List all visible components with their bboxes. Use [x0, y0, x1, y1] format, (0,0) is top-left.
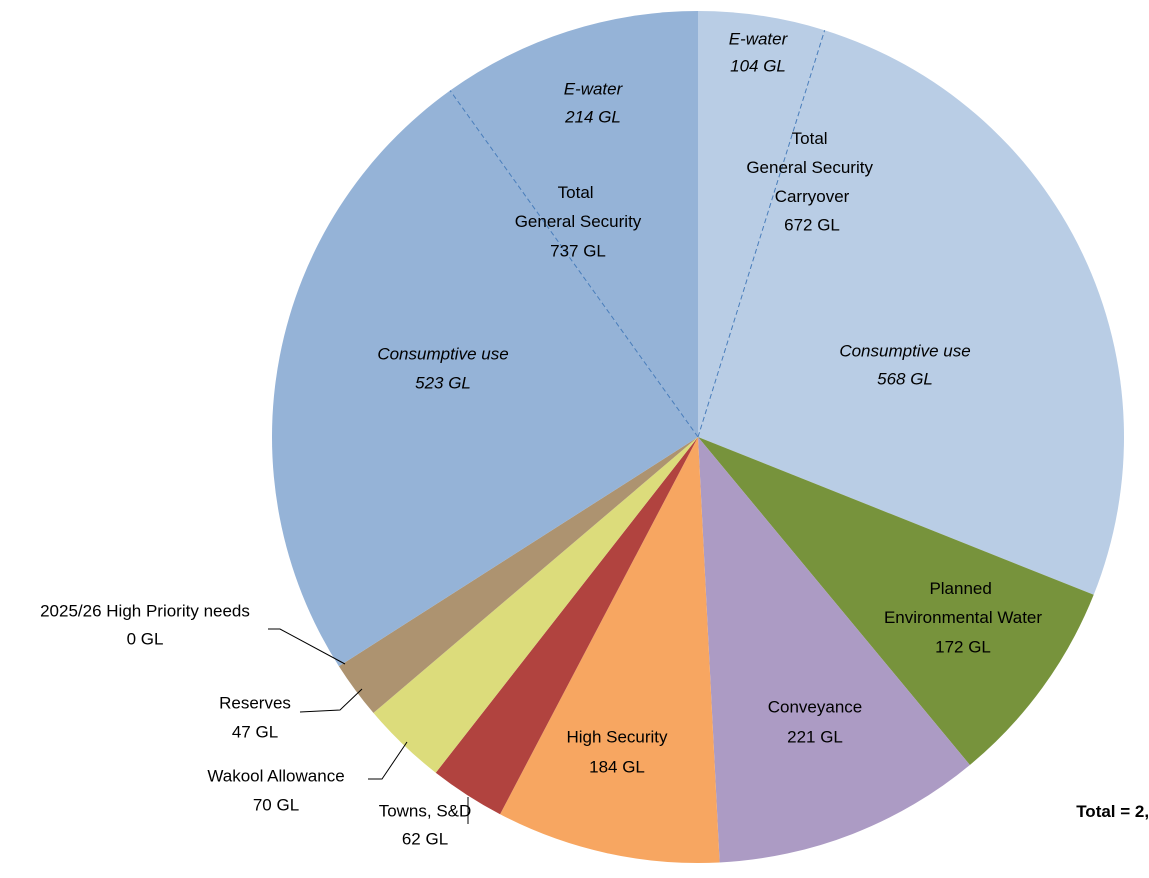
slice-label: Consumptive use — [377, 344, 508, 363]
pie-slice — [373, 437, 698, 773]
slice-value-label: 214 GL — [564, 107, 621, 126]
pie-slice — [698, 437, 970, 863]
pie-slice — [271, 90, 698, 667]
slice-value-label: 47 GL — [232, 722, 278, 741]
slice-label: High Security — [566, 727, 668, 746]
pie-slice — [450, 10, 698, 437]
slice-value-label: 568 GL — [877, 369, 933, 388]
pie-slice — [698, 11, 825, 437]
leader-line — [368, 741, 408, 780]
pie-slice — [698, 437, 1094, 765]
slice-value-label: 70 GL — [253, 795, 299, 814]
leader-line — [299, 688, 363, 713]
slice-label: E-water — [564, 79, 624, 98]
slice-value-label: 172 GL — [935, 637, 991, 656]
total-value: 2,165 GL — [1135, 802, 1149, 821]
divider — [449, 90, 699, 438]
total-text: Total = — [1076, 802, 1135, 821]
pie-slice — [500, 437, 720, 863]
slice-label: Planned Environmental Water — [884, 579, 1042, 627]
divider — [697, 30, 826, 438]
slice-value-label: 523 GL — [415, 373, 471, 392]
slice-value-label: 221 GL — [787, 727, 843, 746]
group-value-label: 672 GL — [784, 215, 840, 234]
slice-label: Wakool Allowance — [207, 766, 344, 785]
slice-value-label: 62 GL — [402, 829, 448, 848]
slice-label: E-water — [729, 29, 789, 48]
group-value-label: 737 GL — [550, 241, 606, 260]
slice-label: Towns, S&D — [379, 801, 472, 820]
slice-value-label: 0 GL — [127, 629, 164, 648]
leader-line — [268, 628, 346, 665]
pie-slice — [698, 30, 1124, 595]
slice-label: Conveyance — [768, 697, 863, 716]
slice-label: Reserves — [219, 693, 291, 712]
pie-slice — [338, 437, 698, 713]
total-label: Total = 2,165 GL — [1076, 802, 1149, 821]
slice-label: Consumptive use — [839, 341, 970, 360]
slice-label: 2025/26 High Priority needs — [40, 601, 250, 620]
group-annotation: Total General Security — [515, 183, 642, 231]
slice-value-label: 104 GL — [730, 56, 786, 75]
group-annotation: Total General Security Carryover — [746, 129, 877, 206]
pie-slice — [435, 437, 698, 815]
slice-value-label: 184 GL — [589, 757, 645, 776]
